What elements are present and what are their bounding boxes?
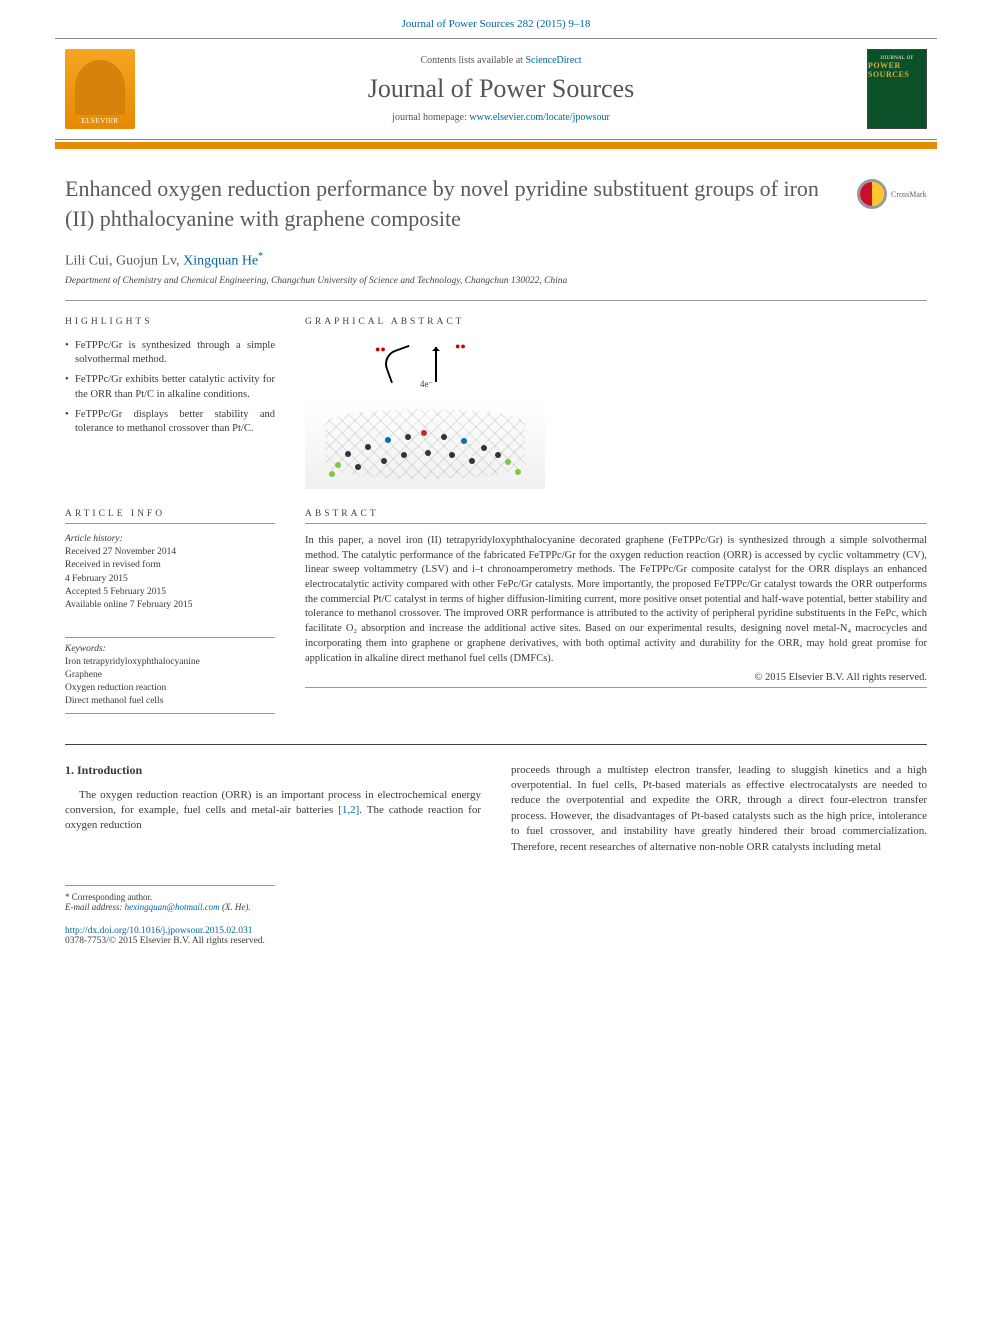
elsevier-tree-icon — [75, 60, 125, 115]
email-label: E-mail address: — [65, 902, 125, 912]
elsevier-text: ELSEVIER — [81, 117, 118, 125]
author-1: Lili Cui — [65, 254, 109, 269]
rule-1 — [65, 300, 927, 301]
elsevier-logo[interactable]: ELSEVIER — [65, 49, 135, 129]
history-online: Available online 7 February 2015 — [65, 599, 275, 612]
corresponding-label: * Corresponding author. — [65, 892, 275, 902]
corresponding-author-footer: * Corresponding author. E-mail address: … — [65, 885, 275, 912]
doi-link[interactable]: http://dx.doi.org/10.1016/j.jpowsour.201… — [65, 926, 252, 936]
title-block: Enhanced oxygen reduction performance by… — [65, 174, 927, 233]
highlight-item: FeTPPc/Gr is synthesized through a simpl… — [65, 339, 275, 367]
crossmark-badge[interactable]: CrossMark — [857, 174, 927, 214]
rule-abstract-end — [305, 687, 927, 688]
graphical-abstract-column: GRAPHICAL ABSTRACT ●● ●● 4e⁻ — [305, 317, 927, 489]
keywords-label: Keywords: — [65, 637, 275, 654]
highlights-column: HIGHLIGHTS FeTPPc/Gr is synthesized thro… — [65, 317, 275, 489]
history-received: Received 27 November 2014 — [65, 546, 275, 559]
keyword-item: Iron tetrapyridyloxyphthalocyanine — [65, 656, 275, 669]
highlights-list: FeTPPc/Gr is synthesized through a simpl… — [65, 339, 275, 436]
keyword-item: Graphene — [65, 669, 275, 682]
corresponding-marker: * — [258, 251, 263, 262]
graphical-abstract-image: ●● ●● 4e⁻ — [305, 339, 545, 489]
highlights-label: HIGHLIGHTS — [65, 317, 275, 327]
intro-paragraph-1: The oxygen reduction reaction (ORR) is a… — [65, 788, 481, 834]
masthead: ELSEVIER Contents lists available at Sci… — [55, 38, 937, 140]
doi-block: http://dx.doi.org/10.1016/j.jpowsour.201… — [65, 926, 927, 946]
rule-before-body — [65, 744, 927, 745]
ga-o2-molecule-icon: ●● — [455, 341, 466, 351]
body-columns: 1. Introduction The oxygen reduction rea… — [65, 763, 927, 855]
homepage-prefix: journal homepage: — [392, 112, 469, 123]
contents-prefix: Contents lists available at — [420, 55, 525, 66]
highlight-item: FeTPPc/Gr exhibits better catalytic acti… — [65, 373, 275, 401]
section-heading-intro: 1. Introduction — [65, 763, 481, 778]
homepage-line: journal homepage: www.elsevier.com/locat… — [135, 112, 867, 123]
citation-link-1-2[interactable]: [1,2] — [338, 804, 359, 816]
history-revised-date: 4 February 2015 — [65, 573, 275, 586]
journal-cover-thumbnail: JOURNAL OF POWER SOURCES — [867, 49, 927, 129]
author-3-corresponding[interactable]: Xingquan He — [183, 254, 258, 269]
journal-name: Journal of Power Sources — [135, 74, 867, 104]
keyword-item: Direct methanol fuel cells — [65, 695, 275, 708]
masthead-center: Contents lists available at ScienceDirec… — [135, 55, 867, 123]
intro-paragraph-2: proceeds through a multistep electron tr… — [511, 763, 927, 855]
homepage-link[interactable]: www.elsevier.com/locate/jpowsour — [469, 112, 609, 123]
crossmark-label: CrossMark — [891, 190, 927, 199]
ga-arrow-icon — [381, 345, 419, 383]
sciencedirect-link[interactable]: ScienceDirect — [525, 55, 581, 66]
orange-divider-bar — [55, 142, 937, 149]
email-suffix: (X. He). — [220, 902, 251, 912]
graphical-abstract-label: GRAPHICAL ABSTRACT — [305, 317, 927, 327]
abstract-copyright: © 2015 Elsevier B.V. All rights reserved… — [305, 672, 927, 683]
keyword-item: Oxygen reduction reaction — [65, 682, 275, 695]
abstract-column: ABSTRACT In this paper, a novel iron (II… — [305, 509, 927, 714]
email-link[interactable]: hexingquan@hotmail.com — [125, 902, 220, 912]
authors-line: Lili Cui, Guojun Lv, Xingquan He* — [65, 251, 927, 270]
highlight-item: FeTPPc/Gr displays better stability and … — [65, 408, 275, 436]
crossmark-icon — [857, 179, 887, 209]
article-info-label: ARTICLE INFO — [65, 509, 275, 524]
author-2: Guojun Lv — [116, 254, 176, 269]
article-title: Enhanced oxygen reduction performance by… — [65, 174, 845, 233]
article-info-column: ARTICLE INFO Article history: Received 2… — [65, 509, 275, 714]
history-revised: Received in revised form — [65, 559, 275, 572]
email-line: E-mail address: hexingquan@hotmail.com (… — [65, 902, 275, 912]
ga-arrow-icon — [435, 347, 437, 382]
citation-header: Journal of Power Sources 282 (2015) 9–18 — [0, 0, 992, 38]
contents-line: Contents lists available at ScienceDirec… — [135, 55, 867, 66]
cover-label-2: POWER SOURCES — [868, 61, 926, 79]
ga-electron-label: 4e⁻ — [420, 379, 433, 390]
rule-keywords-end — [65, 713, 275, 714]
affiliation: Department of Chemistry and Chemical Eng… — [65, 276, 927, 286]
article-history-label: Article history: — [65, 534, 275, 544]
abstract-label: ABSTRACT — [305, 509, 927, 524]
ga-o2-molecule-icon: ●● — [375, 344, 386, 354]
abstract-text: In this paper, a novel iron (II) tetrapy… — [305, 534, 927, 666]
history-accepted: Accepted 5 February 2015 — [65, 586, 275, 599]
ga-graphene-lattice-icon — [325, 409, 525, 479]
issn-copyright: 0378-7753/© 2015 Elsevier B.V. All right… — [65, 936, 927, 946]
